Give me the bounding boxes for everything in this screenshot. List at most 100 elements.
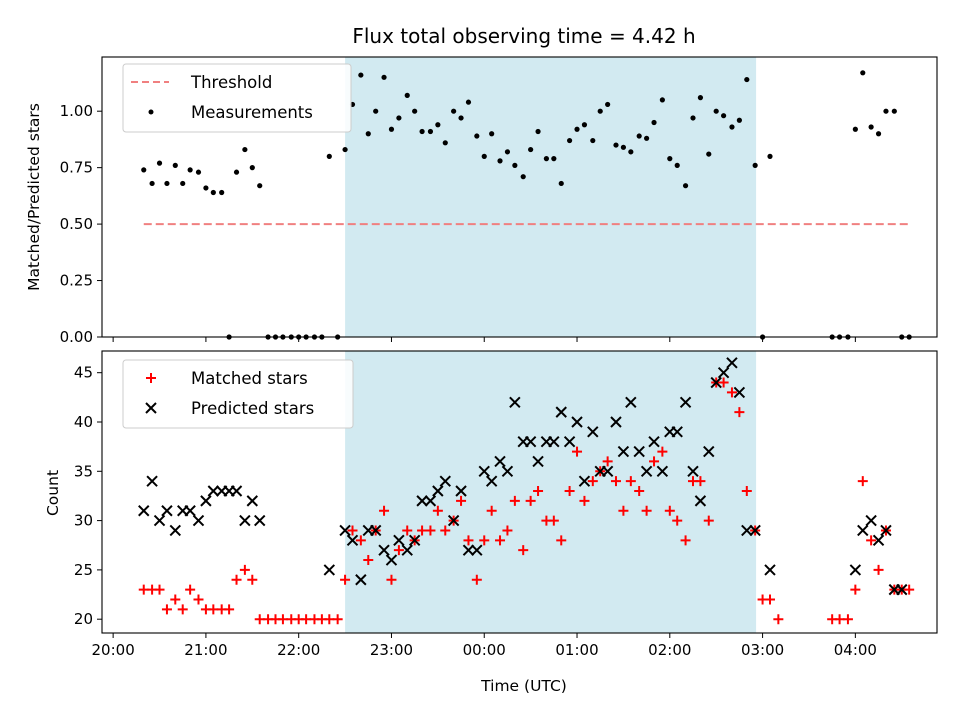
predicted-star-point <box>246 495 259 507</box>
matched-star-point <box>649 456 660 467</box>
matched-star-point <box>657 446 668 457</box>
measurement-point <box>435 122 441 128</box>
matched-star-point <box>332 614 343 625</box>
matched-star-point <box>625 476 636 487</box>
measurements-series <box>141 70 912 340</box>
matched-star-point <box>363 555 374 566</box>
predicted-star-point <box>200 495 212 507</box>
matched-star-point <box>471 574 482 585</box>
measurement-point <box>210 189 216 196</box>
measurement-point <box>233 169 240 175</box>
legend-swatch-plus <box>146 373 156 383</box>
predicted-star-point <box>416 495 428 507</box>
measurement-point <box>180 180 186 187</box>
predicted-star-point <box>694 495 707 507</box>
predicted-star-point <box>146 475 158 487</box>
top-frame <box>101 56 938 338</box>
measurement-point <box>504 149 511 155</box>
predicted-star-point <box>184 505 196 517</box>
measurement-point <box>613 142 619 148</box>
measurement-point <box>512 162 518 168</box>
measurement-point <box>412 108 418 114</box>
matched-star-point <box>602 456 613 467</box>
predicted-star-point <box>532 455 544 468</box>
matched-star-point <box>734 407 745 418</box>
measurement-point <box>381 74 387 80</box>
matched-star-point <box>479 535 490 546</box>
measurement-point <box>187 167 193 173</box>
top-y-tick-label: 0.25 <box>60 272 93 290</box>
predicted-star-point <box>726 357 738 369</box>
matched-star-point <box>425 525 436 536</box>
measurement-point <box>891 108 897 114</box>
matched-star-point <box>618 505 629 516</box>
matched-star-point <box>564 486 575 497</box>
x-tick-label: 04:00 <box>834 641 877 659</box>
predicted-star-point <box>501 465 514 478</box>
matched-star-point <box>525 495 536 506</box>
measurement-point <box>528 146 534 153</box>
predicted-star-point <box>578 475 591 487</box>
measurement-point <box>567 137 573 144</box>
predicted-star-point <box>447 514 460 527</box>
measurement-point <box>396 115 402 121</box>
predicted-star-point <box>640 465 653 478</box>
top-y-tick-label: 0.75 <box>60 159 93 177</box>
matched-star-point <box>231 574 242 585</box>
predicted-star-point <box>896 583 908 596</box>
predicted-star-point <box>555 406 567 418</box>
legend-matched-label: Matched stars <box>191 369 308 388</box>
measurement-point <box>342 146 348 153</box>
legend-predicted-swatch <box>145 402 157 414</box>
measurement-point <box>605 101 611 108</box>
matched-star-point <box>432 505 443 516</box>
matched-star-point <box>904 584 915 595</box>
matched-star-point <box>641 505 652 516</box>
matched-star-point <box>486 505 497 516</box>
predicted-star-point <box>524 436 537 448</box>
matched-star-point <box>154 584 165 595</box>
legend-swatch-x <box>145 402 157 414</box>
predicted-star-point <box>424 495 437 507</box>
bottom-highlight-span <box>345 351 757 633</box>
predicted-star-point <box>617 445 630 458</box>
measurement-point <box>674 162 680 168</box>
measurement-point <box>581 122 588 128</box>
matched-star-point <box>324 614 335 625</box>
measurement-point <box>590 137 596 144</box>
matched-star-point <box>502 525 513 536</box>
predicted-star-point <box>478 465 490 478</box>
measurement-point <box>203 185 209 191</box>
matched-star-point <box>393 545 404 556</box>
matched-star-point <box>239 564 250 575</box>
predicted-star-point <box>679 396 692 408</box>
predicted-star-point <box>323 564 336 576</box>
matched-star-point <box>533 486 544 497</box>
measurement-point <box>497 158 503 164</box>
predicted-star-point <box>385 554 398 566</box>
legend-matched-swatch <box>146 373 156 383</box>
measurement-point <box>767 153 773 159</box>
measurement-point <box>744 76 750 83</box>
predicted-star-point <box>471 544 483 556</box>
matched-star-point <box>773 614 784 625</box>
bottom-axes: 20:00 21:00 22:00 23:00 00:00 01:00 02:00 03:00… <box>74 350 938 659</box>
measurement-point <box>520 174 526 180</box>
predicted-star-point <box>169 524 182 537</box>
measurement-point <box>736 117 742 123</box>
x-tick-label: 02:00 <box>648 641 691 659</box>
predicted-star-point <box>455 485 467 497</box>
predicted-star-point <box>703 445 715 458</box>
measurement-point <box>156 160 163 166</box>
predicted-star-point <box>571 416 583 428</box>
matched-star-point <box>834 614 845 625</box>
predicted-star-point <box>733 386 746 399</box>
bottom-y-axis-label: Count <box>44 470 62 516</box>
measurement-point <box>752 162 758 168</box>
x-tick-label: 22:00 <box>277 641 320 659</box>
matched-stars-series <box>138 377 915 625</box>
matched-star-point <box>208 604 219 615</box>
measurement-point <box>551 156 557 162</box>
matched-star-point <box>873 564 884 575</box>
predicted-star-point <box>207 485 220 497</box>
